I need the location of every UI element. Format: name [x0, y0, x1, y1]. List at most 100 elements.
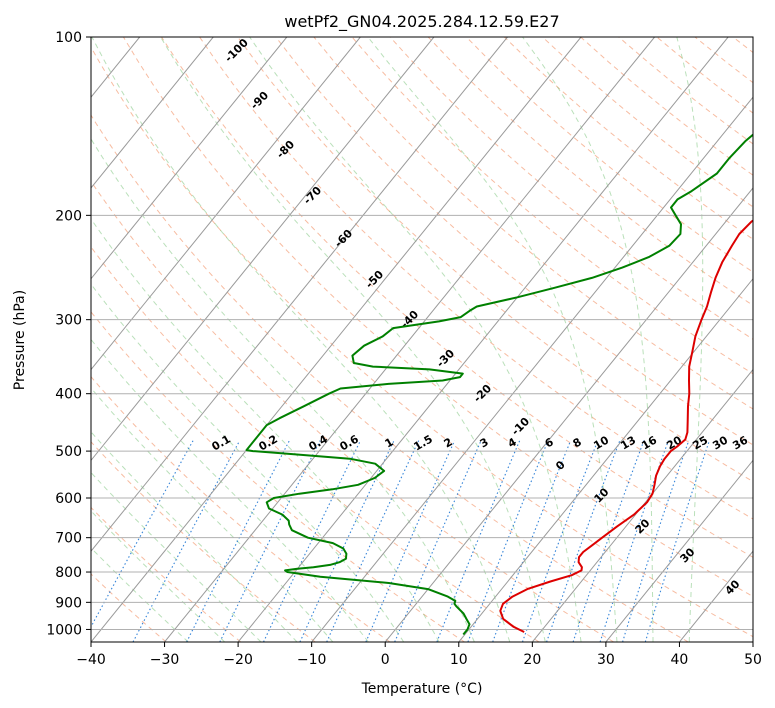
profile-series [245, 133, 753, 636]
dry-adiabat [656, 37, 753, 114]
x-axis-label: Temperature (°C) [361, 681, 483, 697]
dry-adiabat [542, 37, 753, 208]
isotherm-line [237, 37, 729, 642]
isotherm-line [164, 37, 655, 642]
moist-adiabat [521, 37, 654, 642]
mixing-ratio-line [219, 440, 321, 642]
dry-adiabat-label: -50 [363, 268, 386, 291]
isotherm-line [311, 96, 753, 642]
isotherm-line [752, 641, 753, 642]
mixing-ratio-line [521, 440, 599, 642]
dry-adiabat [694, 37, 753, 84]
mixing-ratio-label: 13 [618, 434, 638, 453]
x-tick-label: 40 [671, 652, 689, 668]
dry-adiabat-label: -60 [332, 227, 355, 250]
mixing-ratio-label: 8 [571, 435, 584, 450]
isotherm-line [91, 37, 508, 552]
y-tick-label: 500 [55, 444, 82, 460]
dry-adiabat [161, 37, 753, 558]
moist-adiabat [91, 137, 475, 642]
dry-adiabat [618, 37, 753, 145]
dry-adiabat [351, 37, 753, 375]
moist-adiabat [91, 338, 369, 642]
x-tick-label: −10 [297, 652, 327, 668]
mixing-ratio-line [326, 440, 420, 642]
dry-adiabat [91, 114, 689, 642]
dry-adiabat [91, 375, 391, 642]
mixing-ratio-line [263, 440, 361, 642]
mixing-ratio-line [467, 440, 549, 642]
isotherm-label: 10 [592, 485, 612, 505]
isotherm-line [91, 37, 435, 462]
mixing-ratio-line [299, 440, 395, 642]
dry-adiabat-label: -70 [301, 184, 324, 207]
isotherm-line [384, 187, 753, 642]
isotherm-label: 40 [723, 577, 743, 597]
isotherm-line [605, 459, 753, 642]
y-tick-label: 600 [55, 491, 82, 507]
dry-adiabat [91, 441, 316, 642]
y-tick-label: 300 [55, 313, 82, 329]
moist-adiabat [91, 387, 334, 642]
y-tick-label: 700 [55, 531, 82, 547]
dry-adiabat [122, 37, 753, 598]
y-tick-label: 100 [55, 30, 82, 46]
mixing-ratio-label: 0.6 [338, 432, 362, 453]
dry-adiabat [732, 37, 753, 54]
dry-adiabat [91, 180, 614, 642]
mixing-ratio-label: 25 [690, 434, 710, 453]
mixing-ratio-line [572, 440, 645, 642]
y-tick-label: 900 [55, 595, 82, 611]
moist-adiabat [249, 37, 582, 642]
mixing-ratio-line [91, 440, 194, 629]
y-axis-ticks: 1000 900 800 700 600 500 400 300 200 100 [46, 30, 91, 638]
mixing-ratio-line [394, 440, 482, 642]
moist-adiabat [160, 37, 546, 642]
isotherm-line [458, 277, 753, 642]
mixing-ratio-line [622, 440, 690, 642]
chart-title: wetPf2_GN04.2025.284.12.59.E27 [284, 12, 559, 32]
dry-adiabat-label: -100 [222, 36, 251, 65]
isotherm-line [91, 37, 214, 189]
dry-adiabat-label: -90 [248, 89, 271, 112]
moist-adiabat [91, 218, 440, 642]
x-axis-ticks: −40 −30 −20 −10 0 10 20 30 40 50 [76, 642, 762, 668]
mixing-ratio-label: 1 [383, 435, 396, 450]
dry-adiabat [199, 37, 753, 520]
dry-adiabat [313, 37, 753, 410]
dry-adiabat [427, 37, 753, 306]
y-axis-label: Pressure (hPa) [12, 290, 28, 390]
isotherm-line [91, 37, 361, 371]
mixing-ratio-label: 36 [730, 433, 750, 452]
x-tick-label: 50 [744, 652, 762, 668]
x-tick-label: −30 [150, 652, 180, 668]
dry-adiabat-label: -80 [274, 138, 297, 161]
moist-adiabat [91, 283, 405, 642]
y-tick-label: 400 [55, 387, 82, 403]
isotherm-line [91, 37, 582, 642]
dry-adiabat [237, 37, 753, 483]
x-tick-label: 20 [523, 652, 541, 668]
mixing-ratio-label: 2 [442, 435, 455, 450]
dry-adiabat-label: -30 [434, 347, 457, 370]
isotherm-line [531, 368, 753, 642]
mixing-ratio-label: 30 [710, 433, 730, 452]
x-tick-label: 0 [381, 652, 390, 668]
mixing-ratio-label: 0.1 [210, 432, 233, 453]
isotherm-line [91, 37, 288, 280]
dry-adiabat-label: -10 [509, 415, 532, 438]
y-tick-label: 1000 [46, 622, 82, 638]
y-tick-label: 200 [55, 208, 82, 224]
dry-adiabat [771, 37, 775, 642]
mixing-ratio-label: 1.5 [412, 432, 435, 453]
x-tick-label: −40 [76, 652, 106, 668]
mixing-ratio-line [186, 440, 290, 642]
mixing-ratio-label: 3 [478, 435, 491, 450]
mixing-ratio-line [546, 440, 621, 642]
mixing-ratio-label: 16 [639, 433, 659, 452]
temperature-profile-line [499, 219, 753, 633]
dry-adiabat [91, 573, 167, 642]
dewpoint-profile-line [245, 133, 753, 636]
dry-adiabat [504, 37, 753, 240]
